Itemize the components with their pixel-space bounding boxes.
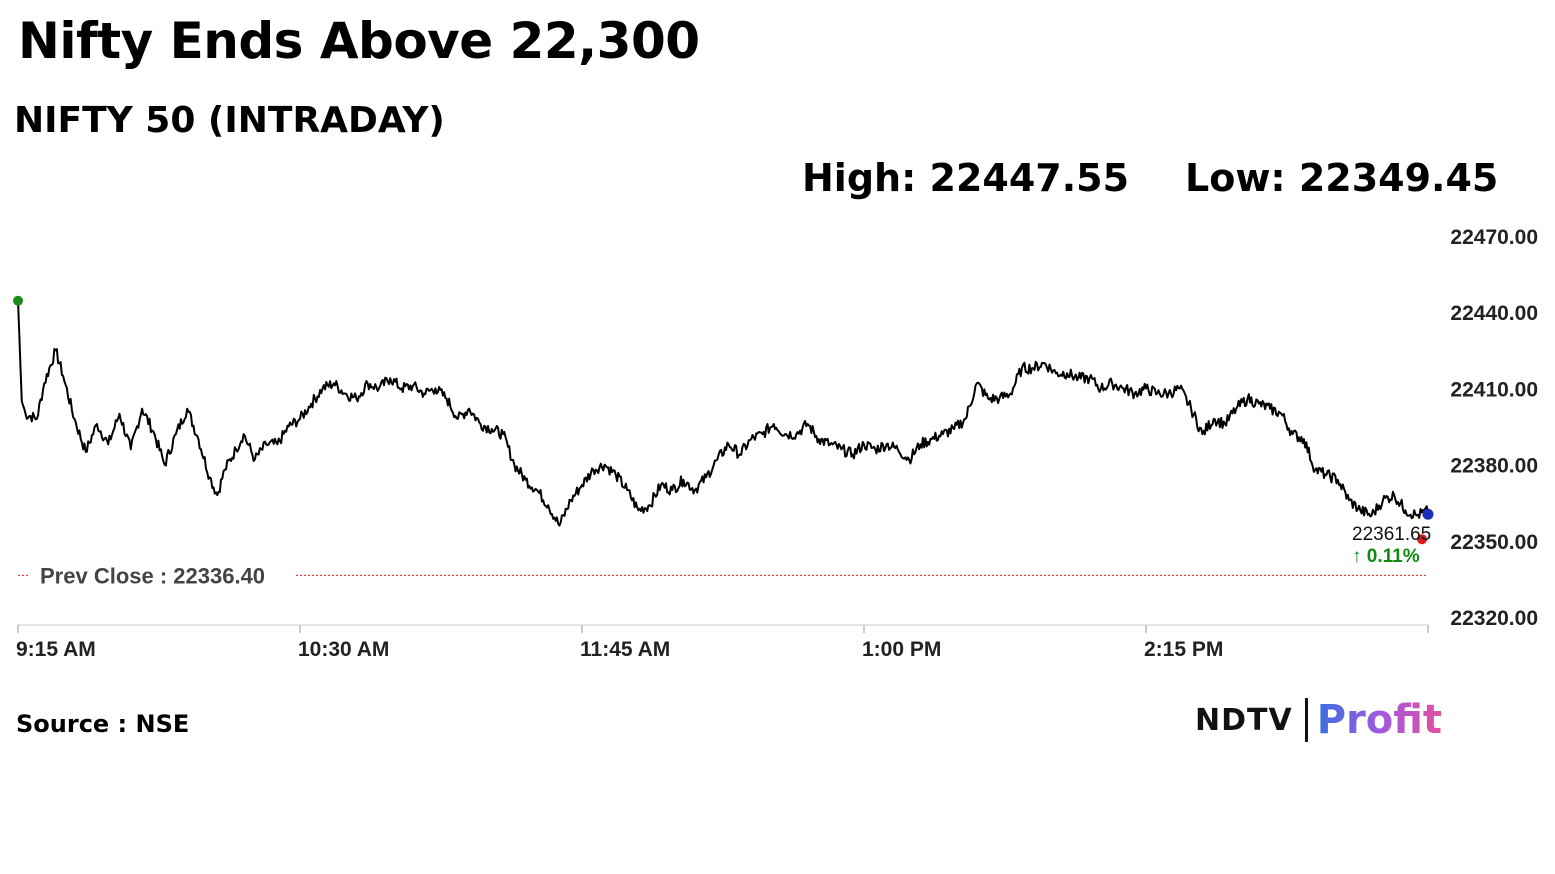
y-tick-label: 22470.00: [1450, 226, 1538, 249]
change-percent-label: ↑ 0.11%: [1352, 546, 1420, 567]
y-tick-label: 22380.00: [1450, 455, 1538, 478]
live-point-marker: [1422, 508, 1434, 520]
source-note: Source : NSE: [16, 710, 190, 738]
x-tick-label: 2:15 PM: [1144, 638, 1223, 661]
y-tick-label: 22440.00: [1450, 302, 1538, 325]
x-tick-label: 10:30 AM: [298, 638, 389, 661]
open-point-marker: [13, 295, 23, 306]
x-tick-label: 1:00 PM: [862, 638, 941, 661]
chart-subtitle: NIFTY 50 (INTRADAY): [14, 100, 445, 141]
logo-divider: [1304, 698, 1308, 742]
x-tick-label: 9:15 AM: [16, 638, 96, 661]
high-value: High: 22447.55: [802, 156, 1130, 200]
x-tick-label: 11:45 AM: [580, 638, 670, 661]
headline: Nifty Ends Above 22,300: [18, 12, 700, 70]
y-tick-label: 22410.00: [1450, 378, 1538, 401]
last-point-marker: [1417, 534, 1427, 545]
y-tick-label: 22350.00: [1450, 531, 1538, 554]
logo-ndtv-text: NDTV: [1195, 702, 1293, 738]
ndtv-profit-logo: NDTV Profit: [1195, 697, 1442, 743]
y-tick-label: 22320.00: [1450, 607, 1538, 630]
last-value-label: 22361.65: [1352, 524, 1431, 545]
low-value: Low: 22349.45: [1185, 156, 1499, 200]
logo-profit-text: Profit: [1316, 697, 1442, 743]
prev-close-label: Prev Close : 22336.40: [40, 563, 265, 588]
nifty-price-line: [17, 300, 1429, 527]
